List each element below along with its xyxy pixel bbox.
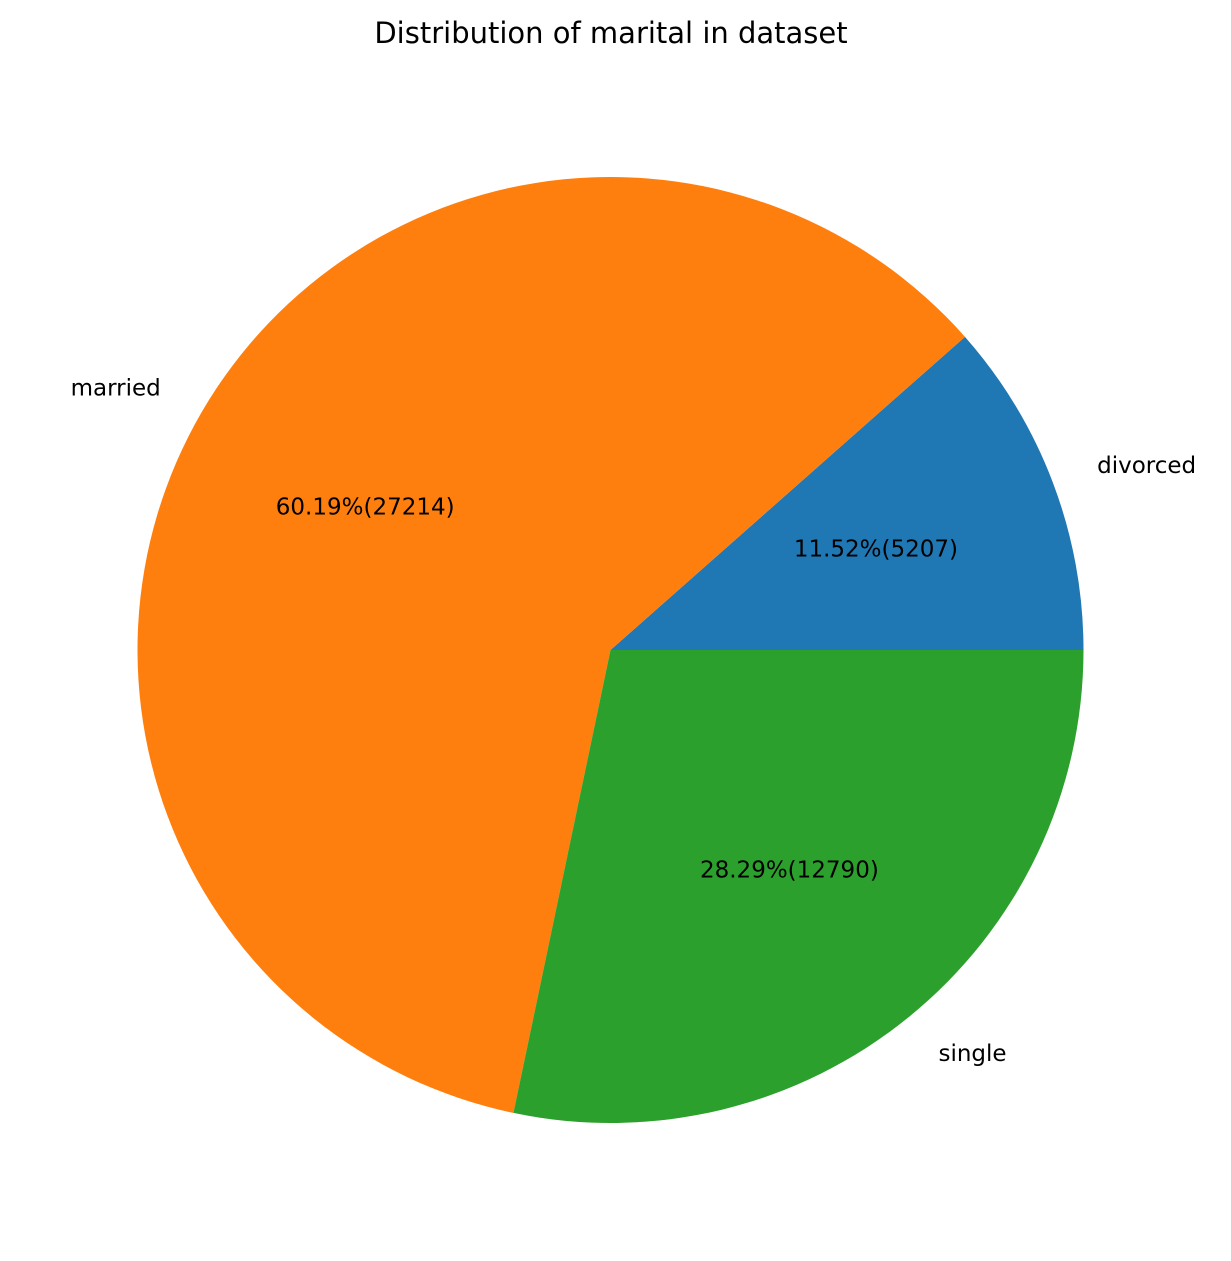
- pie-slice-divorced: [610, 336, 1084, 650]
- slice-percent-label-divorced: 11.52%(5207): [794, 537, 958, 563]
- pie-labels: divorced 11.52%(5207) married 60.19%(27214)…: [71, 375, 1197, 1067]
- pie-slice-married: [137, 177, 965, 1113]
- pie-slices: [137, 177, 1084, 1123]
- pie-slice-single: [513, 650, 1084, 1123]
- slice-percent-label-married: 60.19%(27214): [276, 494, 455, 520]
- slice-percent-label-single: 28.29%(12790): [700, 857, 879, 883]
- chart-title: Distribution of marital in dataset: [374, 16, 847, 50]
- slice-label-divorced: divorced: [1097, 453, 1196, 479]
- slice-label-married: married: [71, 375, 161, 401]
- slice-label-single: single: [938, 1041, 1006, 1067]
